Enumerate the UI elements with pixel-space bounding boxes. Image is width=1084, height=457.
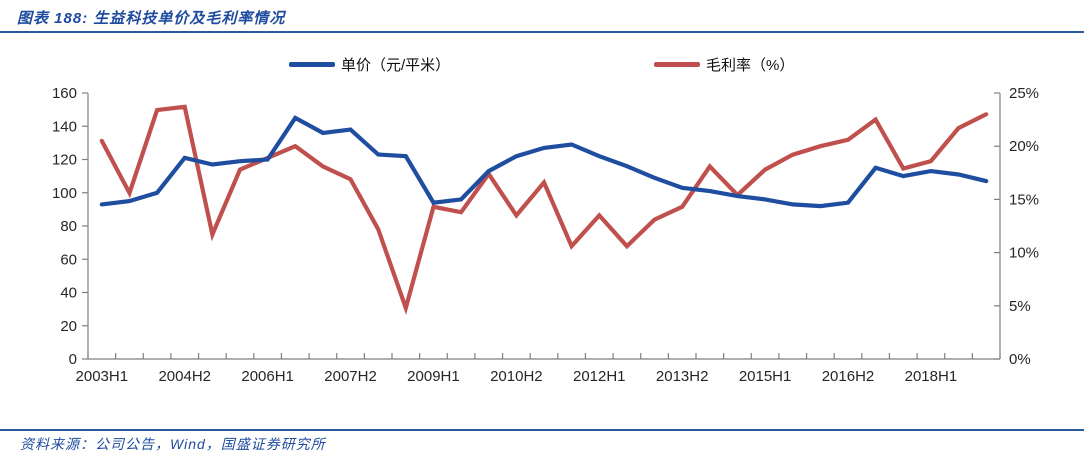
price-line (99, 115, 989, 209)
right-axis-tick-label: 15% (1009, 191, 1039, 208)
x-axis-tick-label: 2006H1 (241, 368, 294, 385)
left-axis-tick-label: 40 (60, 285, 77, 302)
price-line-swatch-icon (289, 61, 335, 67)
x-axis-tick-label: 2018H1 (905, 368, 958, 385)
footer-rule (0, 429, 1084, 431)
margin-line (99, 104, 989, 315)
x-axis-tick-label: 2013H2 (656, 368, 709, 385)
left-axis-tick-label: 100 (52, 185, 77, 202)
legend-label-price: 单价（元/平米） (341, 56, 451, 74)
chart-legend: 单价（元/平米） 毛利率（%） (0, 53, 1084, 75)
right-axis-tick-label: 25% (1009, 85, 1039, 102)
chart-figure-title: 图表 188: 生益科技单价及毛利率情况 (17, 10, 286, 27)
source-note: 资料来源：公司公告，Wind，国盛证券研究所 (20, 436, 326, 452)
x-axis-tick-label: 2010H2 (490, 368, 543, 385)
right-axis-tick-label: 10% (1009, 245, 1039, 262)
left-axis-tick-label: 20 (60, 318, 77, 335)
legend-item-margin: 毛利率（%） (654, 53, 794, 75)
margin-line-swatch-icon (654, 61, 700, 67)
x-axis-tick-label: 2009H1 (407, 368, 460, 385)
x-axis-tick-label: 2012H1 (573, 368, 626, 385)
legend-label-margin: 毛利率（%） (706, 56, 795, 74)
left-axis-tick-label: 160 (52, 85, 77, 102)
x-axis-tick-label: 2007H2 (324, 368, 377, 385)
right-axis-tick-label: 0% (1009, 351, 1031, 368)
header-rule (0, 31, 1084, 33)
right-axis-tick-label: 5% (1009, 298, 1031, 315)
left-axis-tick-label: 0 (69, 351, 77, 368)
x-axis-tick-label: 2016H2 (822, 368, 875, 385)
legend-item-price: 单价（元/平米） (289, 53, 450, 75)
x-axis-tick-label: 2003H1 (76, 368, 129, 385)
left-axis-tick-label: 60 (60, 251, 77, 268)
x-axis-tick-label: 2015H1 (739, 368, 792, 385)
x-axis-tick-label: 2004H2 (158, 368, 211, 385)
right-axis-tick-label: 20% (1009, 138, 1039, 155)
left-axis-tick-label: 140 (52, 118, 77, 135)
left-axis-tick-label: 80 (60, 218, 77, 235)
left-axis-tick-label: 120 (52, 152, 77, 169)
